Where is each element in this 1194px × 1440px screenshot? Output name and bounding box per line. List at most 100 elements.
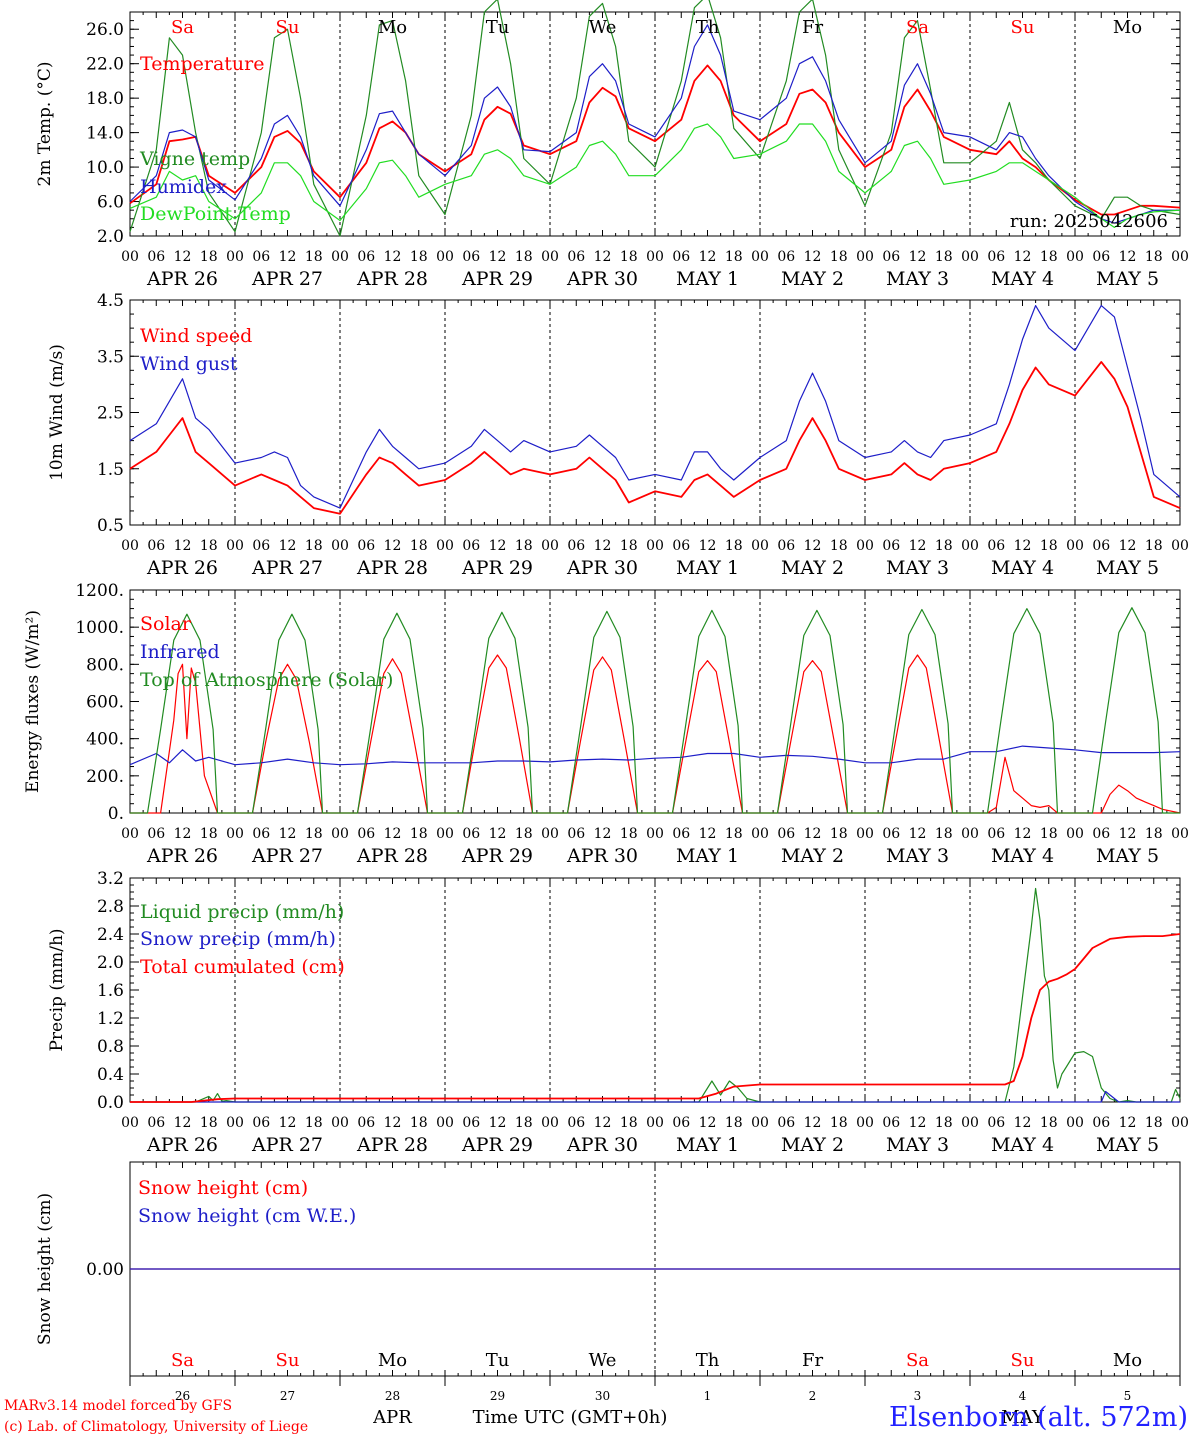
day-number-label: 3 <box>914 1389 922 1403</box>
hour-tick-label: 12 <box>174 1115 192 1131</box>
hour-tick-label: 18 <box>200 1115 218 1131</box>
hour-tick-label: 12 <box>384 249 402 265</box>
date-label: APR 29 <box>461 557 533 579</box>
hour-tick-label: 18 <box>935 826 953 842</box>
date-label: APR 26 <box>146 268 218 290</box>
hour-tick-label: 06 <box>147 249 165 265</box>
date-label: APR 27 <box>251 557 323 579</box>
y-tick-label: 0.00 <box>86 1260 124 1280</box>
weekday-row-top: Sa Su Mo Tu We Th Fr Sa Su Mo <box>171 17 1142 38</box>
hour-tick-label: 18 <box>1145 1115 1163 1131</box>
date-label: MAY 1 <box>676 845 739 867</box>
y-axis-label: Energy fluxes (W/m²) <box>23 610 43 793</box>
hour-tick-label: 12 <box>279 1115 297 1131</box>
hour-tick-label: 18 <box>935 249 953 265</box>
hour-tick-label: 06 <box>777 538 795 554</box>
date-label: APR 30 <box>566 268 638 290</box>
y-tick-label: 3.5 <box>97 347 124 367</box>
weekday-label: Fr <box>802 1350 823 1371</box>
hour-tick-label: 12 <box>1119 249 1137 265</box>
y-tick-label: 18.0 <box>86 89 124 109</box>
bottom-axis: Sa 26 Su 27 Mo 28 Tu 29 We 30 Th 1 Fr 2 Sa 3 Su 4 Mo 5 APR MA… <box>129 1350 1181 1428</box>
series-line <box>130 607 1180 814</box>
legend-entry: Humidex <box>140 176 227 198</box>
legend-entry: Vigne temp <box>139 148 250 170</box>
hour-tick-label: 00 <box>541 538 559 554</box>
hour-tick-label: 06 <box>777 249 795 265</box>
legend-entry: Snow precip (mm/h) <box>140 928 336 950</box>
hour-tick-label: 18 <box>620 826 638 842</box>
hour-tick-label: 06 <box>1092 1115 1110 1131</box>
hour-tick-label: 18 <box>935 538 953 554</box>
month-label: APR <box>372 1407 412 1428</box>
hour-tick-label: 12 <box>384 538 402 554</box>
hour-tick-label: 00 <box>1066 249 1084 265</box>
y-tick-label: 400. <box>86 730 124 750</box>
date-label: APR 28 <box>356 845 428 867</box>
day-number-label: 1 <box>704 1389 712 1403</box>
hour-tick-label: 06 <box>987 1115 1005 1131</box>
date-label: APR 28 <box>356 557 428 579</box>
hour-tick-label: 00 <box>331 826 349 842</box>
date-label: MAY 3 <box>886 1134 949 1156</box>
weekday-label: Tu <box>486 17 510 38</box>
hour-tick-label: 12 <box>279 538 297 554</box>
date-label: APR 27 <box>251 268 323 290</box>
y-tick-label: 14.0 <box>86 124 124 144</box>
hour-tick-label: 18 <box>620 249 638 265</box>
hour-tick-label: 06 <box>252 249 270 265</box>
day-number-label: 5 <box>1124 1389 1132 1403</box>
hour-tick-label: 00 <box>436 249 454 265</box>
hour-tick-label: 00 <box>121 538 139 554</box>
weekday-label: Mo <box>1113 1350 1142 1371</box>
hour-tick-label: 12 <box>594 826 612 842</box>
y-axis-label: Precip (mm/h) <box>47 928 67 1051</box>
hour-tick-label: 12 <box>1014 1115 1032 1131</box>
hour-tick-label: 18 <box>1040 249 1058 265</box>
hour-tick-label: 12 <box>594 538 612 554</box>
hour-tick-label: 00 <box>1171 538 1189 554</box>
hour-tick-label: 18 <box>305 538 323 554</box>
hour-tick-label: 00 <box>856 538 874 554</box>
weekday-label: Su <box>276 1350 300 1371</box>
hour-tick-label: 18 <box>410 826 428 842</box>
hour-tick-label: 00 <box>646 538 664 554</box>
y-tick-label: 1.2 <box>97 1009 124 1029</box>
hour-tick-label: 00 <box>1171 826 1189 842</box>
panel-energy: 0. 200. 400. 600. 800. 1000. 1200. Energy fluxe… <box>23 581 1189 867</box>
hour-tick-label: 06 <box>567 538 585 554</box>
y-tick-label: 2.4 <box>97 925 124 945</box>
hour-tick-label: 00 <box>121 249 139 265</box>
date-label: APR 26 <box>146 1134 218 1156</box>
date-label: MAY 5 <box>1096 845 1159 867</box>
hour-tick-label: 18 <box>935 1115 953 1131</box>
date-label: APR 26 <box>146 845 218 867</box>
hour-tick-label: 06 <box>462 538 480 554</box>
hour-tick-label: 06 <box>462 826 480 842</box>
date-label: APR 30 <box>566 1134 638 1156</box>
y-tick-label: 2.0 <box>97 953 124 973</box>
legend-entry: DewPoint Temp <box>140 203 291 225</box>
hour-tick-label: 18 <box>725 538 743 554</box>
date-label: MAY 4 <box>991 557 1054 579</box>
date-label: APR 30 <box>566 557 638 579</box>
y-tick-label: 2.0 <box>97 227 124 247</box>
hour-tick-label: 06 <box>882 826 900 842</box>
hour-tick-label: 06 <box>1092 538 1110 554</box>
hour-tick-label: 12 <box>594 249 612 265</box>
day-number-label: 29 <box>490 1389 505 1403</box>
hour-tick-label: 00 <box>1066 826 1084 842</box>
hour-tick-label: 12 <box>699 826 717 842</box>
y-tick-label: 4.5 <box>97 291 124 311</box>
hour-tick-label: 00 <box>1066 538 1084 554</box>
hour-tick-label: 06 <box>357 1115 375 1131</box>
hour-tick-label: 18 <box>1145 538 1163 554</box>
date-label: APR 28 <box>356 268 428 290</box>
series-line <box>130 1090 1180 1103</box>
weekday-label: We <box>589 1350 617 1371</box>
series-line <box>130 933 1181 1103</box>
hour-tick-label: 06 <box>252 538 270 554</box>
hour-tick-label: 12 <box>279 249 297 265</box>
y-tick-label: 1.6 <box>97 981 124 1001</box>
hour-tick-label: 00 <box>856 249 874 265</box>
